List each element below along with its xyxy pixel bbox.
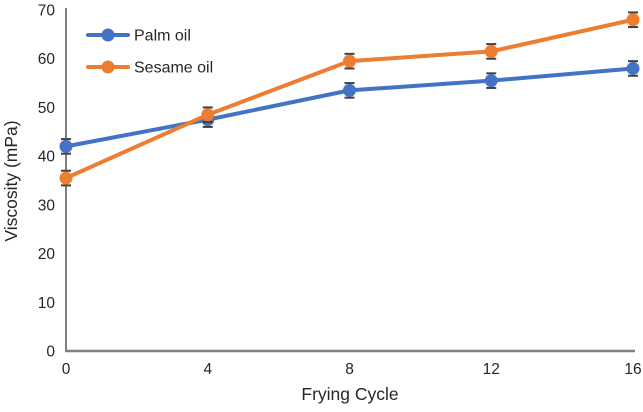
series-sesame-oil — [59, 11, 640, 187]
y-tick-label: 50 — [38, 100, 56, 117]
x-axis-title: Frying Cycle — [301, 384, 398, 404]
x-tick-label: 16 — [624, 361, 641, 378]
data-point-marker — [343, 83, 356, 97]
y-tick-label: 0 — [46, 344, 55, 361]
legend-item: Sesame oil — [86, 60, 213, 77]
legend: Palm oil Sesame oil — [86, 28, 213, 77]
data-point-marker — [626, 13, 640, 27]
x-tick-label: 12 — [483, 361, 500, 378]
data-point-marker — [484, 44, 498, 58]
legend-item: Palm oil — [86, 28, 191, 45]
y-tick-label: 30 — [38, 197, 56, 214]
y-tick-label: 20 — [38, 246, 56, 263]
y-tick-label: 40 — [38, 149, 56, 166]
plot-series-group — [59, 11, 640, 187]
legend-swatch-marker — [101, 28, 115, 42]
data-point-marker — [59, 171, 73, 185]
legend-label: Sesame oil — [134, 60, 213, 77]
x-tick-label: 4 — [203, 361, 212, 378]
data-point-marker — [626, 61, 640, 75]
x-tick-label: 0 — [62, 361, 71, 378]
y-tick-label: 70 — [38, 3, 56, 20]
y-axis-title: Viscosity (mPa) — [1, 120, 21, 241]
tick-labels-group: 0 10 20 30 40 50 60 70 0 4 8 12 16 — [38, 3, 642, 379]
data-point-marker — [343, 54, 356, 68]
legend-label: Palm oil — [134, 28, 191, 45]
data-point-marker — [59, 139, 73, 153]
x-tick-label: 8 — [345, 361, 354, 378]
y-tick-label: 60 — [38, 51, 56, 68]
data-point-marker — [201, 108, 215, 122]
legend-swatch-marker — [101, 60, 115, 74]
data-point-marker — [484, 74, 498, 88]
series-line — [64, 66, 635, 149]
y-tick-label: 10 — [38, 295, 56, 312]
